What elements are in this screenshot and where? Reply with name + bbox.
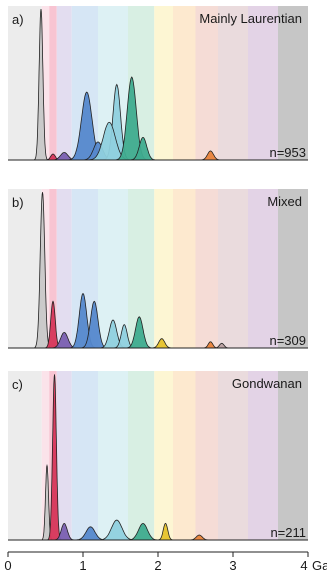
density-peak — [98, 519, 136, 541]
x-tick-label: 4 — [300, 558, 307, 573]
age-band — [8, 371, 42, 540]
age-band — [218, 6, 248, 160]
panel-2 — [8, 189, 308, 349]
age-band — [98, 371, 128, 540]
panel-title: Gondwanan — [232, 376, 302, 391]
x-tick-label: 2 — [154, 558, 161, 573]
age-band — [71, 371, 98, 540]
x-tick-label: 3 — [229, 558, 236, 573]
sample-count: n=309 — [269, 333, 306, 348]
age-band — [56, 189, 72, 348]
age-band — [218, 371, 248, 540]
density-peak — [34, 9, 48, 161]
age-band — [154, 6, 173, 160]
age-band — [56, 6, 72, 160]
age-band — [248, 189, 278, 348]
x-tick-label: 0 — [4, 558, 11, 573]
age-band — [154, 371, 173, 540]
sample-count: n=953 — [269, 145, 306, 160]
age-band — [49, 189, 57, 348]
sample-count: n=211 — [270, 525, 306, 540]
age-band — [8, 189, 42, 348]
age-band — [41, 371, 50, 540]
x-axis — [7, 551, 309, 557]
age-band — [278, 189, 308, 348]
age-band — [248, 6, 278, 160]
density-peak — [47, 374, 62, 541]
age-band — [128, 371, 155, 540]
panel-1 — [8, 6, 308, 161]
age-band — [218, 189, 248, 348]
age-band — [195, 371, 218, 540]
age-band — [173, 371, 196, 540]
density-peak — [129, 136, 157, 161]
panel-label: c) — [12, 377, 23, 392]
x-tick-label: 1 — [79, 558, 86, 573]
age-band — [56, 371, 72, 540]
age-band — [248, 371, 278, 540]
age-band — [195, 6, 218, 160]
age-band — [195, 189, 218, 348]
panel-label: a) — [12, 12, 24, 27]
density-peak — [127, 522, 159, 541]
age-band — [173, 6, 196, 160]
age-band — [41, 6, 50, 160]
age-band — [154, 189, 173, 348]
age-band — [49, 6, 57, 160]
density-peak — [125, 316, 153, 349]
panel-title: Mixed — [267, 194, 302, 209]
age-band — [173, 189, 196, 348]
density-peak — [53, 522, 75, 541]
panel-3 — [8, 371, 308, 541]
x-axis-unit-label: Ga — [312, 558, 327, 573]
age-band — [278, 6, 308, 160]
panel-title: Mainly Laurentian — [199, 11, 302, 26]
age-band — [278, 371, 308, 540]
age-band — [8, 6, 42, 160]
panel-label: b) — [12, 195, 24, 210]
density-peak — [157, 522, 174, 541]
